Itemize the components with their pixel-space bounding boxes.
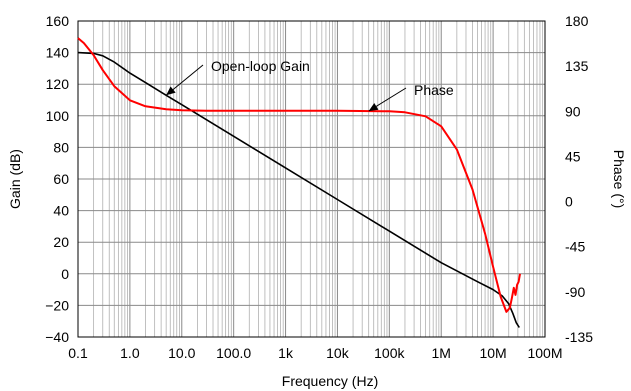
y2-tick-label: 90	[565, 103, 581, 119]
y2-tick-label: 45	[565, 148, 581, 164]
annotation-phase-arrowhead	[368, 102, 379, 112]
annotation-open-loop-gain: Open-loop Gain	[211, 58, 310, 74]
y-tick-label: −20	[45, 297, 69, 313]
y-tick-label: 60	[53, 171, 69, 187]
x-tick-label: 10M	[479, 345, 506, 361]
annotation-phase: Phase	[414, 82, 454, 98]
x-tick-label: 10k	[326, 345, 350, 361]
y2-tick-labels: 180 135 90 45 0 -45 -90 -135	[565, 13, 593, 345]
x-tick-label: 1M	[431, 345, 450, 361]
y2-tick-label: -135	[565, 329, 593, 345]
y2-tick-label: 0	[565, 194, 573, 210]
y2-tick-label: -45	[565, 239, 585, 255]
x-tick-label: 0.1	[68, 345, 88, 361]
x-tick-label: 1k	[278, 345, 294, 361]
y-tick-label: 120	[46, 76, 70, 92]
grid-lines	[77, 20, 546, 338]
y2-axis-title: Phase (°)	[611, 150, 627, 209]
x-tick-label: 10.0	[168, 345, 195, 361]
annotation-open-loop-gain-arrowhead	[166, 86, 176, 96]
y-tick-label: 140	[46, 45, 70, 61]
x-tick-label: 100k	[374, 345, 405, 361]
x-tick-labels: 0.1 1.0 10.0 100.0 1k 10k 100k 1M 10M 100M	[68, 345, 562, 361]
y-axis-title: Gain (dB)	[7, 149, 23, 209]
x-tick-label: 100M	[527, 345, 562, 361]
y-tick-label: 80	[53, 139, 69, 155]
y-tick-label: 40	[53, 203, 69, 219]
y2-tick-label: 180	[565, 13, 589, 29]
y-tick-label: 0	[61, 266, 69, 282]
x-tick-label: 100.0	[216, 345, 251, 361]
y-tick-labels: 160 140 120 100 80 60 40 20 0 −20 −40	[45, 13, 69, 345]
y-tick-label: 160	[46, 13, 70, 29]
plot-frame	[77, 20, 546, 338]
y-tick-label: −40	[45, 329, 69, 345]
y2-tick-label: 135	[565, 58, 589, 74]
x-axis-title: Frequency (Hz)	[282, 373, 378, 389]
series-layer	[77, 37, 521, 328]
y-tick-label: 100	[46, 108, 70, 124]
y-tick-label: 20	[53, 234, 69, 250]
annotation-layer: Open-loop Gain Phase	[165, 58, 454, 112]
series-line-phase	[77, 37, 521, 313]
y2-tick-label: -90	[565, 284, 585, 300]
series-line-open-loop-gain	[77, 51, 520, 328]
x-tick-label: 1.0	[120, 345, 140, 361]
